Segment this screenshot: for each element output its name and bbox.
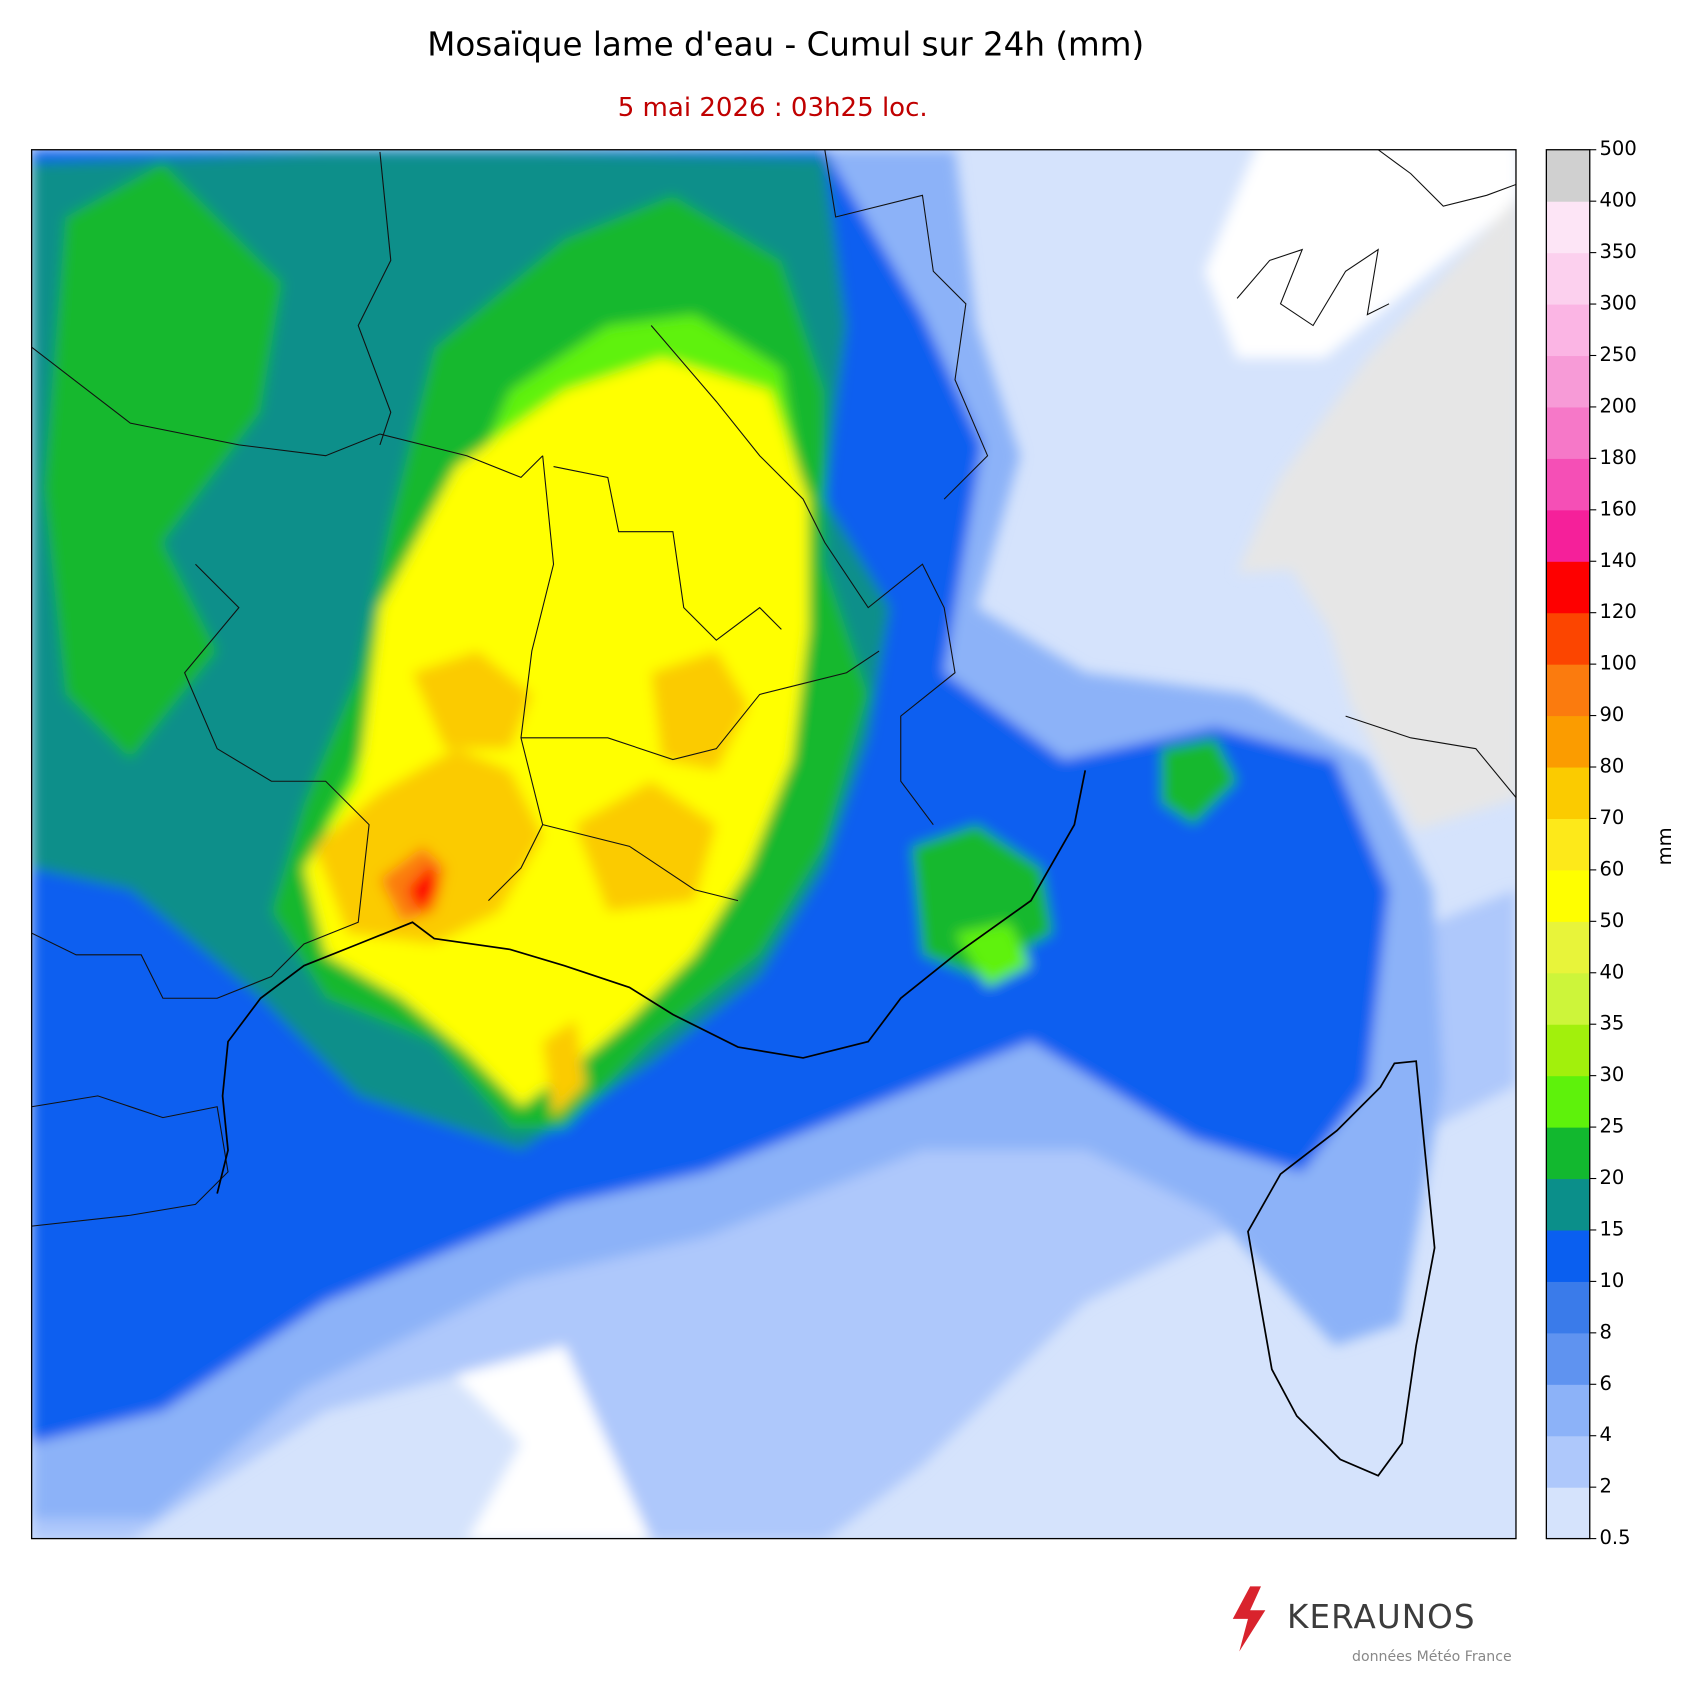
colorbar-swatch — [1546, 1332, 1590, 1385]
colorbar-tick-label: 35 — [1600, 1012, 1625, 1035]
colorbar-swatch — [1546, 1024, 1590, 1077]
colorbar-swatch — [1546, 612, 1590, 665]
colorbar-swatch — [1546, 1435, 1590, 1488]
colorbar-swatch — [1546, 458, 1590, 511]
radar-map — [31, 149, 1516, 1539]
colorbar-swatch — [1546, 252, 1590, 305]
colorbar-swatch — [1546, 201, 1590, 254]
colorbar-tick-label: 2 — [1600, 1475, 1612, 1498]
subtitle: 5 mai 2026 : 03h25 loc. — [618, 93, 928, 123]
border-line — [1345, 715, 1516, 798]
logo-bolt — [1232, 1586, 1266, 1652]
colorbar-swatch — [1546, 1487, 1590, 1540]
colorbar-tick-label: 6 — [1600, 1372, 1612, 1395]
colorbar-tick-label: 120 — [1600, 600, 1637, 623]
colorbar-swatch — [1546, 355, 1590, 408]
colorbar-tick-label: 80 — [1600, 755, 1625, 778]
coastline — [216, 770, 1087, 1194]
colorbar-tick-label: 70 — [1600, 806, 1625, 829]
colorbar-swatch — [1546, 1229, 1590, 1282]
rain-70-e — [542, 1019, 587, 1118]
rain-20-sea — [1161, 737, 1238, 825]
colorbar-swatch — [1546, 1384, 1590, 1437]
colorbar-tick-label: 4 — [1600, 1423, 1612, 1446]
colorbar-tick-label: 500 — [1600, 137, 1637, 160]
title: Mosaïque lame d'eau - Cumul sur 24h (mm) — [427, 26, 1144, 64]
colorbar-tick-label: 8 — [1600, 1320, 1612, 1343]
colorbar-swatch — [1546, 921, 1590, 974]
border-line — [542, 824, 739, 902]
border-line — [31, 563, 370, 999]
colorbar-swatch — [1546, 1075, 1590, 1128]
border-line — [520, 650, 880, 761]
colorbar-swatch — [1546, 1127, 1590, 1180]
border-line — [1236, 248, 1390, 327]
credit: données Météo France — [1352, 1649, 1512, 1665]
colorbar: 0.5 2 4 6 8 10 15 20 25 30 35 40 50 60 70 80 90 100 120 140… — [1545, 137, 1637, 1549]
precipitation-field — [31, 149, 1516, 1539]
rain-120 — [407, 862, 439, 914]
rain-70-d — [651, 651, 749, 771]
colorbar-swatch — [1546, 304, 1590, 357]
colorbar-tick-label: 250 — [1600, 343, 1637, 366]
colorbar-swatch — [1546, 715, 1590, 768]
colorbar-tick-label: 50 — [1600, 909, 1625, 932]
colorbar-swatch — [1546, 664, 1590, 717]
colorbar-tick-label: 40 — [1600, 960, 1625, 983]
colorbar-swatch — [1546, 1178, 1590, 1231]
colorbar-swatch — [1546, 972, 1590, 1025]
colorbar-swatch — [1546, 561, 1590, 614]
colorbar-tick-label: 160 — [1600, 497, 1637, 520]
rain-70-a — [314, 748, 543, 944]
border-line — [650, 325, 956, 825]
colorbar-tick-label: 90 — [1600, 703, 1625, 726]
colorbar-swatch — [1546, 406, 1590, 459]
out-of-range-area — [1237, 198, 1516, 831]
colorbar-swatch — [1546, 767, 1590, 819]
colorbar-tick-label: 400 — [1600, 189, 1637, 212]
brand: KERAUNOS — [1287, 1598, 1476, 1636]
colorbar-tick-label: 200 — [1600, 394, 1637, 417]
colorbar-swatch — [1546, 1281, 1590, 1334]
borders — [31, 149, 1516, 1227]
border-line — [1377, 149, 1516, 207]
border-line — [553, 466, 782, 641]
colorbar-swatch — [1546, 818, 1590, 871]
map-frame — [30, 149, 1517, 1540]
colorbar-tick-label: 20 — [1600, 1166, 1625, 1189]
border-line — [357, 151, 392, 446]
colorbar-tick-label: 100 — [1600, 652, 1637, 675]
colorbar-tick-label: 350 — [1600, 240, 1637, 263]
rain-25-east — [955, 922, 1031, 988]
rain-70-c — [575, 781, 717, 912]
colorbar-tick-label: 25 — [1600, 1115, 1625, 1138]
colorbar-tick-label: 15 — [1600, 1217, 1625, 1240]
colorbar-tick-label: 0.5 — [1600, 1526, 1631, 1549]
colorbar-tick-label: 30 — [1600, 1063, 1625, 1086]
colorbar-tick-label: 300 — [1600, 292, 1637, 315]
colorbar-tick-label: 60 — [1600, 857, 1625, 880]
rain-70-b — [412, 651, 532, 749]
colorbar-swatch — [1546, 509, 1590, 562]
colorbar-tick-label: 10 — [1600, 1269, 1625, 1292]
border-line — [31, 346, 544, 479]
colorbar-tick-label: 140 — [1600, 549, 1637, 572]
border-line — [31, 1095, 229, 1227]
logo: KERAUNOS données Météo France — [1232, 1586, 1512, 1665]
corsica-coastline — [1247, 1060, 1436, 1477]
colorbar-label: mm — [1653, 827, 1676, 865]
no-data-area — [1204, 149, 1516, 359]
colorbar-swatch — [1546, 149, 1590, 202]
colorbar-tick-label: 180 — [1600, 446, 1637, 469]
colorbar-frame — [1545, 149, 1591, 1540]
rain-20-west — [43, 162, 283, 760]
colorbar-swatch — [1546, 869, 1590, 922]
border-line — [824, 149, 989, 500]
